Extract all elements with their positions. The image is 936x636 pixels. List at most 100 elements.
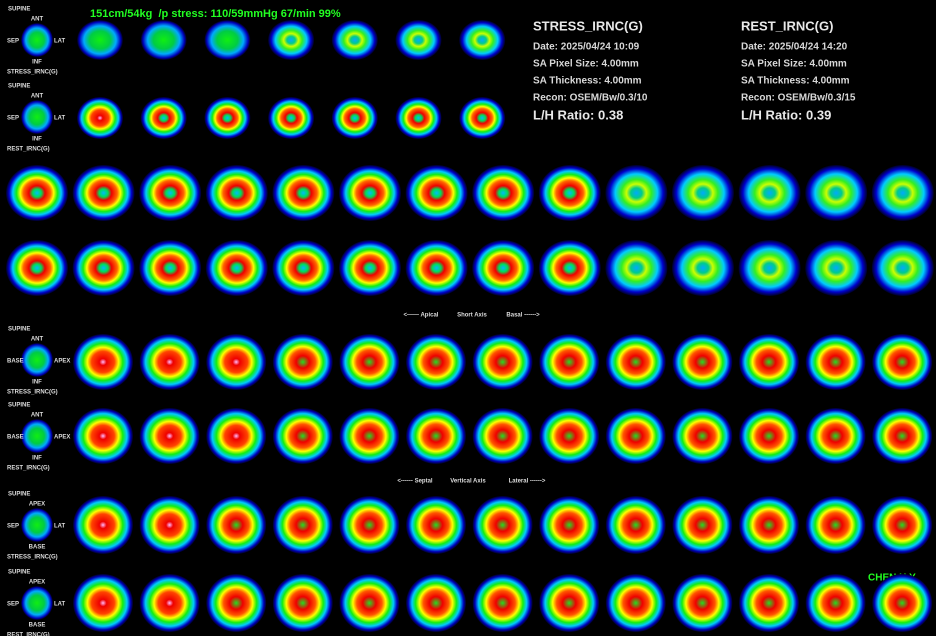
panel-thickness: SA Thickness: 4.00mm (533, 76, 642, 87)
slice-image (395, 20, 442, 60)
slice-image (738, 240, 801, 296)
panel-recon: Recon: OSEM/Bw/0.3/15 (741, 93, 856, 104)
slice-image (459, 20, 506, 60)
legend-bottom: INF (32, 60, 42, 66)
slice-image (739, 334, 799, 390)
slice-image (672, 165, 734, 221)
slice-image (140, 97, 187, 139)
slice-image (6, 165, 68, 221)
slice-image (672, 574, 733, 632)
slice-image (339, 574, 400, 632)
slice-image (805, 334, 866, 390)
slice-image (672, 240, 734, 296)
slice-image (459, 97, 506, 139)
slice-image (605, 574, 666, 632)
slice-image (805, 240, 868, 296)
slice-image (205, 240, 268, 296)
legend-series: REST_IRNC(G) (7, 633, 50, 636)
legend-top: APEX (29, 502, 45, 508)
slice-image (539, 496, 600, 554)
legend-image (21, 343, 53, 377)
legend-image (21, 508, 53, 542)
slice-image (805, 574, 866, 632)
slice-image (272, 496, 333, 554)
legend-left: SEP (7, 116, 19, 122)
legend-image (21, 419, 53, 453)
slice-image (605, 408, 666, 464)
slice-image (140, 20, 187, 60)
slice-image (739, 574, 799, 632)
slice-image (472, 240, 535, 296)
slice-image (739, 496, 799, 554)
slice-image (672, 408, 733, 464)
legend-image (21, 100, 53, 134)
slice-image (406, 334, 466, 390)
legend-right: APEX (54, 359, 70, 365)
slice-image (805, 165, 868, 221)
slice-image (72, 165, 135, 221)
slice-image (139, 496, 200, 554)
slice-image (539, 334, 600, 390)
axis-caption-end: Lateral ------> (509, 479, 546, 485)
legend-position: SUPINE (8, 84, 30, 90)
slice-image (605, 334, 666, 390)
legend-image (21, 23, 53, 57)
lh-ratio: L/H Ratio: 0.39 (741, 107, 831, 122)
slice-image (872, 574, 933, 632)
slice-image (605, 240, 668, 296)
slice-image (206, 408, 267, 464)
panel-date: Date: 2025/04/24 10:09 (533, 42, 640, 53)
slice-image (206, 496, 267, 554)
slice-image (339, 240, 401, 296)
slice-image (73, 574, 133, 632)
slice-image (872, 408, 933, 464)
slice-image (872, 334, 933, 390)
legend-right: LAT (54, 116, 66, 122)
slice-image (472, 334, 533, 390)
axis-caption-name: Short Axis (457, 313, 487, 319)
slice-image (339, 165, 401, 221)
slice-image (406, 408, 466, 464)
legend-left: SEP (7, 39, 19, 45)
legend-right: LAT (54, 524, 66, 530)
slice-image (206, 574, 267, 632)
slice-image (405, 165, 468, 221)
legend-series: REST_IRNC(G) (7, 147, 50, 153)
slice-image (206, 334, 267, 390)
slice-image (738, 165, 801, 221)
image-grid (6, 20, 934, 632)
legend-left: BASE (7, 435, 24, 441)
axis-caption-end: Basal ------> (506, 313, 540, 319)
legend-bottom: BASE (29, 623, 46, 629)
legend-left: SEP (7, 524, 19, 530)
legend-series: STRESS_IRNC(G) (7, 390, 58, 396)
slice-image (538, 240, 601, 296)
slice-image (472, 408, 533, 464)
slice-image (405, 240, 468, 296)
legend-right: LAT (54, 39, 66, 45)
legend-position: SUPINE (8, 492, 30, 498)
legend-right: APEX (54, 435, 70, 441)
slice-image (204, 20, 251, 60)
panel-recon: Recon: OSEM/Bw/0.3/10 (533, 93, 648, 104)
slice-image (872, 496, 933, 554)
legend-series: STRESS_IRNC(G) (7, 70, 58, 76)
slice-image (73, 334, 133, 390)
slice-image (472, 496, 533, 554)
slice-image (77, 20, 123, 60)
legend-bottom: INF (32, 380, 42, 386)
legend-position: SUPINE (8, 403, 30, 409)
legend-left: SEP (7, 602, 19, 608)
slice-image (805, 408, 866, 464)
slice-image (272, 408, 333, 464)
slice-image (331, 97, 378, 139)
slice-image (672, 334, 733, 390)
panel-title: REST_IRNC(G) (741, 18, 833, 33)
slice-image (339, 334, 400, 390)
slice-image (605, 165, 668, 221)
slice-image (272, 574, 333, 632)
slice-image (272, 165, 335, 221)
slice-image (871, 165, 934, 221)
legend-top: APEX (29, 580, 45, 586)
